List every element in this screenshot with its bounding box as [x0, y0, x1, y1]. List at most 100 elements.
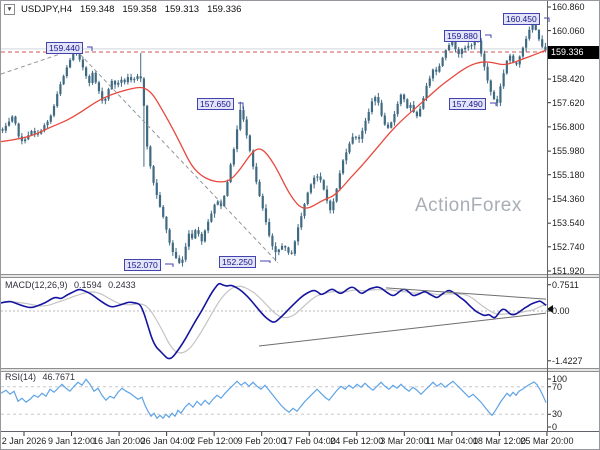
candle-body: [534, 24, 537, 30]
macd-trendline[interactable]: [258, 312, 547, 347]
candle-body: [361, 130, 364, 139]
candle-body: [255, 166, 258, 182]
candle-body: [280, 245, 284, 250]
candle-body: [7, 121, 11, 126]
candle-body: [85, 67, 88, 77]
candle-body: [232, 149, 235, 165]
price-tag[interactable]: 157.650: [197, 98, 234, 110]
candle-body: [271, 235, 274, 247]
price-tag-connector: [260, 260, 271, 263]
candle-body: [367, 112, 370, 121]
candle-body: [284, 245, 287, 248]
candle-body: [207, 221, 210, 231]
candle-body: [101, 91, 104, 101]
symbol-label: USDJPY,H4: [21, 4, 73, 15]
candle-body: [27, 135, 30, 140]
moving-average-line[interactable]: [1, 49, 547, 209]
candle-body: [419, 108, 422, 117]
price-tag[interactable]: 152.070: [124, 259, 161, 271]
candle-body: [329, 200, 332, 211]
macd-axis-label: 0.7511: [552, 279, 579, 290]
candle-body: [293, 241, 296, 254]
candle-body: [544, 46, 547, 51]
price-tag-connector: [485, 34, 492, 38]
macd-trendline[interactable]: [385, 287, 547, 300]
macd-line[interactable]: [1, 282, 547, 360]
price-tag[interactable]: 159.880: [444, 30, 481, 42]
candle-body: [505, 60, 508, 74]
price-axis-label: 155.180: [552, 169, 585, 180]
candle-body: [515, 62, 518, 65]
candle-body: [126, 77, 129, 83]
time-axis-label: 2 Jan 2026: [1, 436, 47, 446]
time-axis-label: 2 Feb 12:00: [190, 436, 239, 446]
macd-panel: [1, 282, 547, 360]
candle-body: [351, 136, 354, 144]
panel-separator-macd[interactable]: [1, 274, 599, 278]
candle-body: [489, 80, 492, 92]
candle-body: [525, 38, 528, 48]
macd-label: MACD(12,26,9) 0.1594 0.2433: [5, 280, 136, 290]
candle-body: [229, 164, 232, 182]
price-tag[interactable]: 160.450: [503, 13, 540, 25]
candle-body: [512, 55, 515, 63]
candle-body: [313, 177, 316, 185]
price-axis-label: 155.980: [552, 146, 585, 157]
candle-body: [104, 98, 107, 101]
macd-current-value-arrow-icon: [547, 305, 553, 313]
candle-body: [377, 97, 380, 103]
candle-body: [435, 69, 438, 72]
price-tag[interactable]: 159.440: [46, 42, 83, 54]
candle-body: [306, 192, 309, 204]
candle-body: [91, 72, 94, 83]
candle-body: [402, 94, 406, 100]
candle-body: [120, 79, 123, 83]
candle-body: [348, 143, 351, 153]
candle-body: [537, 29, 541, 40]
candle-body: [174, 251, 178, 259]
candle-body: [184, 246, 187, 260]
macd-axis-label: -1.4227: [552, 355, 583, 366]
price-trendline[interactable]: [74, 48, 279, 264]
candle-body: [235, 129, 239, 150]
candle-body: [65, 67, 68, 77]
rsi-axis-label: 70: [552, 381, 563, 392]
candle-body: [486, 66, 489, 81]
candle-body: [245, 119, 248, 136]
panel-separator-rsi[interactable]: [1, 368, 599, 372]
candle-body: [396, 103, 399, 115]
time-axis-label: 17 Feb 04:00: [282, 436, 336, 446]
macd-signal-line[interactable]: [1, 285, 547, 354]
price-tag-connector: [490, 102, 497, 106]
candle-body: [248, 135, 252, 151]
candle-body: [454, 39, 457, 50]
candle-body: [129, 77, 133, 81]
candle-body: [252, 150, 255, 167]
quote-low: 159.313: [164, 4, 200, 15]
candle-body: [219, 201, 223, 207]
price-tag[interactable]: 152.250: [219, 256, 256, 268]
candle-body: [499, 86, 502, 103]
collapse-chart-icon[interactable]: ▼: [4, 4, 15, 15]
candle-body: [473, 41, 476, 46]
candle-body: [364, 120, 367, 131]
rsi-line[interactable]: [1, 378, 547, 420]
candle-body: [345, 152, 348, 161]
time-axis-label: 16 Jan 20:00: [93, 436, 146, 446]
candle-body: [178, 258, 181, 263]
candle-body: [210, 213, 213, 222]
candle-body: [49, 115, 52, 122]
price-tag[interactable]: 157.490: [449, 98, 486, 110]
candle-body: [460, 49, 463, 55]
candle-body: [242, 109, 245, 120]
candle-body: [146, 105, 149, 147]
candle-body: [187, 233, 190, 247]
price-axis-label: 158.420: [552, 74, 585, 85]
candle-body: [142, 78, 146, 106]
candle-body: [110, 80, 113, 90]
candle-body: [136, 76, 139, 80]
candle-body: [43, 125, 46, 131]
candle-body: [380, 102, 383, 116]
candle-body: [300, 216, 303, 228]
